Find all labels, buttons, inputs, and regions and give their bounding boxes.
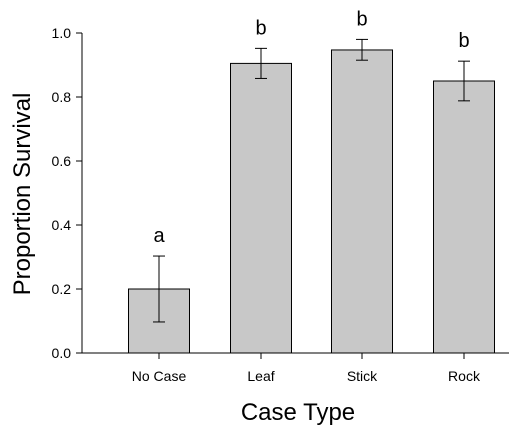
significance-letters-layer: a b b b bbox=[153, 8, 469, 247]
error-bar-leaf bbox=[255, 47, 267, 79]
y-tick-label: 0.0 bbox=[52, 345, 72, 361]
y-tick-label: 0.8 bbox=[52, 89, 72, 105]
axes-layer bbox=[81, 33, 509, 354]
y-axis-title: Proportion Survival bbox=[9, 93, 36, 296]
ticks-layer: No Case Leaf Stick Rock 0.0 0.2 0.4 0.6 0.8 1.0 bbox=[52, 25, 481, 384]
y-tick-label: 1.0 bbox=[52, 25, 72, 41]
significance-letter: b bbox=[356, 8, 367, 30]
error-bars-layer bbox=[153, 38, 470, 323]
x-tick-label: Rock bbox=[448, 368, 481, 384]
significance-letter: a bbox=[153, 225, 165, 247]
y-tick-label: 0.2 bbox=[52, 281, 72, 297]
y-tick-label: 0.4 bbox=[52, 217, 72, 233]
bar-leaf bbox=[230, 62, 292, 354]
error-bar-no-case bbox=[153, 255, 165, 323]
significance-letter: b bbox=[458, 30, 469, 52]
x-axis-title: Case Type bbox=[241, 399, 355, 426]
bar-stick bbox=[331, 49, 393, 354]
error-bar-stick bbox=[356, 38, 368, 61]
x-tick-label: Stick bbox=[347, 368, 378, 384]
bars-layer bbox=[128, 49, 495, 354]
error-bar-rock bbox=[458, 60, 470, 102]
y-tick-label: 0.6 bbox=[52, 153, 72, 169]
bar-rock bbox=[433, 80, 495, 354]
x-tick-label: No Case bbox=[132, 368, 187, 384]
x-tick-label: Leaf bbox=[247, 368, 274, 384]
significance-letter: b bbox=[255, 17, 266, 39]
